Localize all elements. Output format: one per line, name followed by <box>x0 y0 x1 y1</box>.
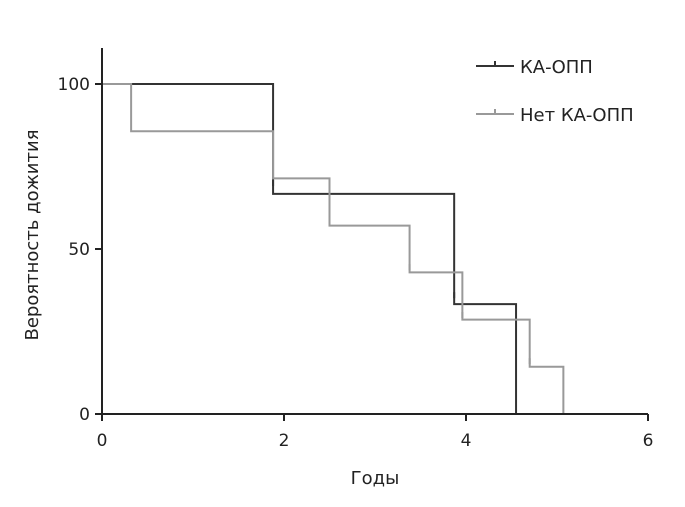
x-axis-title: Годы <box>351 468 400 489</box>
x-tick-label: 2 <box>279 431 290 451</box>
legend: КА-ОПП Нет КА-ОПП <box>476 57 634 126</box>
axes <box>101 48 648 415</box>
y-tick-label: 100 <box>58 75 90 95</box>
x-tick-label: 6 <box>643 431 654 451</box>
series-line-1 <box>102 83 565 414</box>
y-tick-label: 0 <box>79 405 90 425</box>
legend-label-ka-opp: КА-ОПП <box>520 57 593 78</box>
x-tick-label: 0 <box>97 431 108 451</box>
y-axis-title: Вероятность дожития <box>22 129 43 340</box>
x-tick-label: 4 <box>461 431 472 451</box>
plot-lines <box>102 83 565 414</box>
series-line-0 <box>102 83 518 414</box>
ticks: 0 2 4 6 0 50 100 <box>58 75 654 451</box>
y-tick-label: 50 <box>68 240 90 260</box>
legend-label-net-ka-opp: Нет КА-ОПП <box>520 105 634 126</box>
